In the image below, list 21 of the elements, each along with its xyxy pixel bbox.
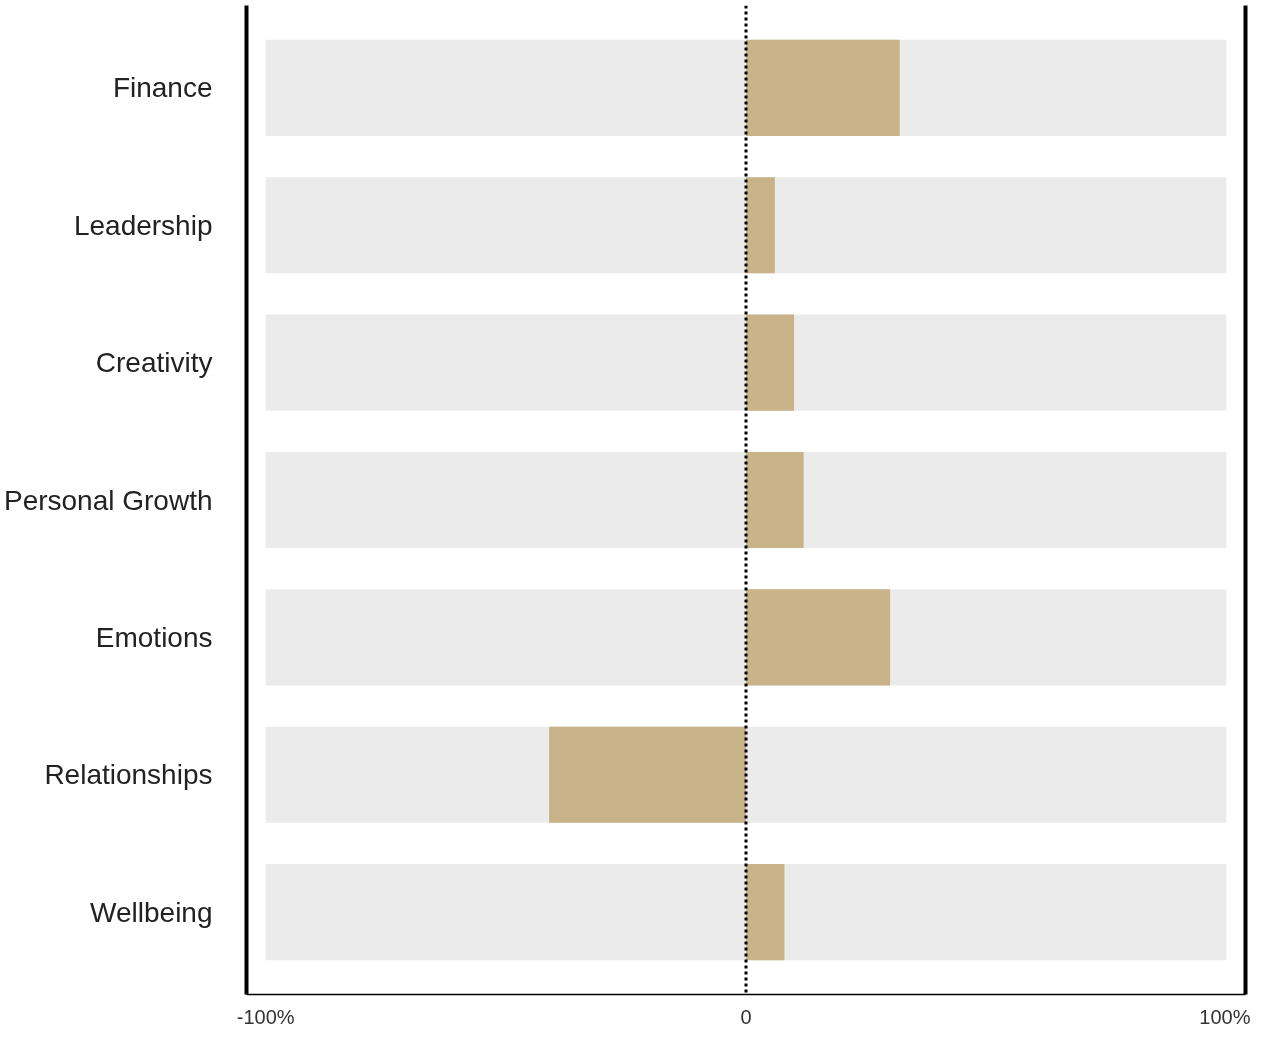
y-tick-label: Wellbeing (90, 896, 213, 928)
x-tick-label: 100% (1199, 1005, 1251, 1028)
bar (746, 314, 795, 411)
y-tick-label: Relationships (44, 759, 213, 791)
bar (265, 451, 1227, 549)
y-tick-label: Leadership (73, 209, 213, 241)
bar (746, 864, 785, 961)
y-tick-label: Personal Growth (3, 484, 213, 516)
bar (265, 177, 1227, 274)
x-tick-label: 0 (740, 1005, 752, 1028)
x-tick-label: -100% (236, 1005, 295, 1028)
bar (265, 314, 1227, 411)
y-tick-label: Creativity (95, 347, 213, 379)
y-tick-label: Emotions (95, 621, 213, 653)
bar (265, 864, 1227, 961)
bar (746, 589, 891, 686)
bar (549, 726, 746, 823)
bar (746, 451, 804, 549)
bar (746, 177, 775, 274)
y-tick-label: Finance (112, 72, 213, 104)
bar (746, 39, 900, 136)
